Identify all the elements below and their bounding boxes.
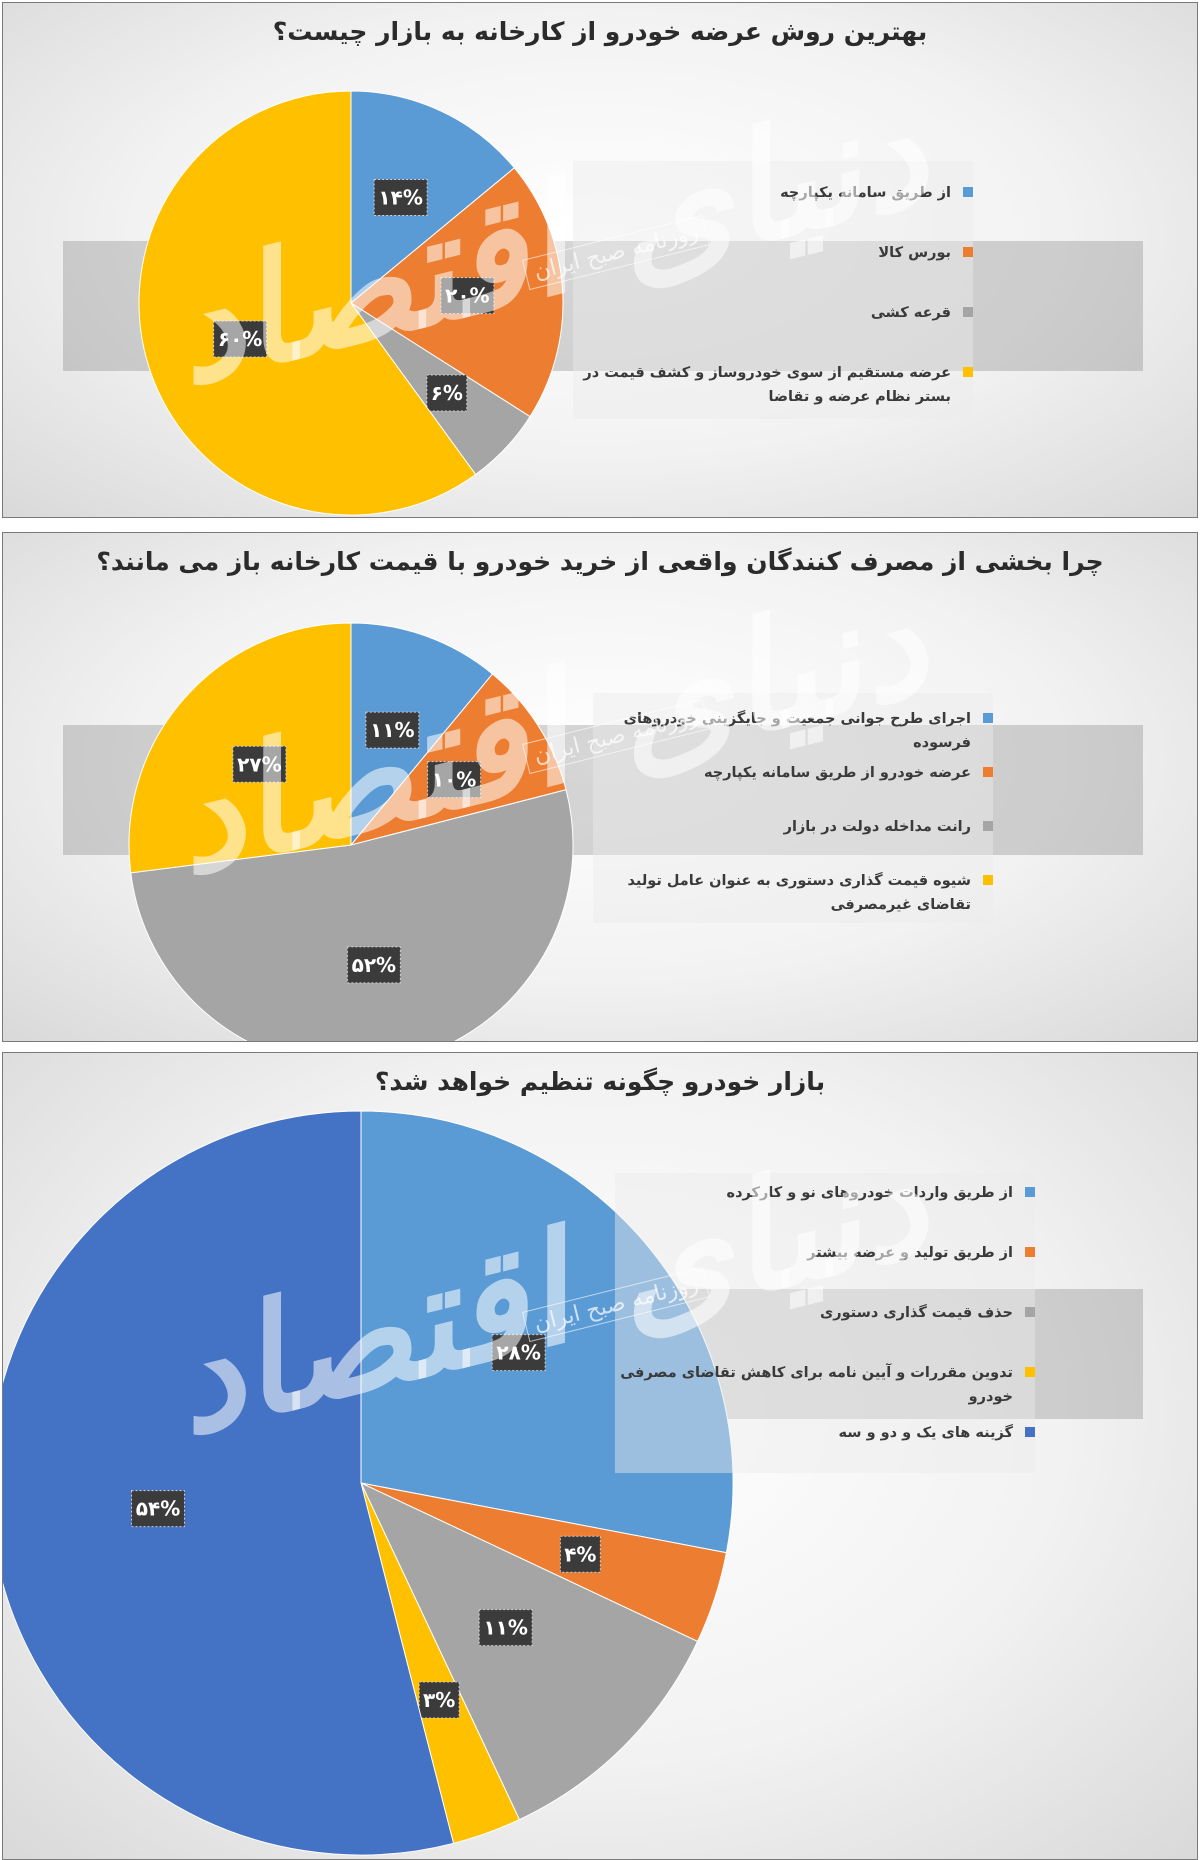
slice-data-label: ۱۰% <box>427 761 482 799</box>
legend-label: عرضه مستقیم از سوی خودروساز و کشف قیمت د… <box>583 365 951 405</box>
slice-data-label: ۵۲% <box>346 946 401 984</box>
chart-title: بازار خودرو چگونه تنظیم خواهد شد؟ <box>374 1067 826 1096</box>
slice-data-label: ۱۱% <box>478 1609 533 1647</box>
svg-text:۴%: ۴% <box>564 1542 596 1566</box>
legend-label: بورس کالا <box>878 245 951 261</box>
svg-text:۶۰%: ۶۰% <box>218 327 262 351</box>
legend-swatch <box>1025 1307 1035 1317</box>
pie-slice <box>350 622 494 847</box>
legend-item: اجرای طرح جوانی جمعیت و جایگزینی خودروها… <box>593 707 993 755</box>
svg-text:۱۰%: ۱۰% <box>432 768 476 792</box>
legend-item: بورس کالا <box>573 241 973 265</box>
svg-text:۲۰%: ۲۰% <box>445 284 489 308</box>
legend-item: از طریق سامانه یکپارچه <box>573 181 973 205</box>
legend-swatch <box>963 367 973 377</box>
slice-data-label: ۱۱% <box>365 711 420 749</box>
legend-label: تدوین مقررات و آیین نامه برای کاهش تقاضا… <box>620 1365 1013 1405</box>
legend-swatch <box>983 875 993 885</box>
slice-data-label: ۲۷% <box>232 745 287 783</box>
legend-item: تدوین مقررات و آیین نامه برای کاهش تقاضا… <box>615 1361 1035 1409</box>
legend-label: حذف قیمت گذاری دستوری <box>819 1305 1013 1321</box>
slice-data-label: ۶% <box>426 374 468 412</box>
slice-data-label: ۲۸% <box>491 1334 546 1372</box>
legend-item: عرضه خودرو از طریق سامانه یکپارچه <box>593 761 993 785</box>
legend-item: از طریق واردات خودروهای نو و کارکرده <box>615 1181 1035 1205</box>
legend-swatch <box>983 767 993 777</box>
legend-item: حذف قیمت گذاری دستوری <box>615 1301 1035 1325</box>
chart-panel-3: بازار خودرو چگونه تنظیم خواهد شد؟ ۲۸% ۴% ۱… <box>2 1052 1198 1860</box>
pie-chart: ۱۴% ۲۰% ۶% ۶۰% <box>138 90 564 516</box>
svg-text:۲۸%: ۲۸% <box>496 1341 540 1365</box>
legend-label: شیوه قیمت گذاری دستوری به عنوان عامل تول… <box>627 873 971 913</box>
legend-swatch <box>963 187 973 197</box>
legend-item: شیوه قیمت گذاری دستوری به عنوان عامل تول… <box>593 869 993 917</box>
chart-legend: از طریق سامانه یکپارچه بورس کالا قرعه کشی ع… <box>573 161 973 419</box>
chart-title: بهترین روش عرضه خودرو از کارخانه به بازا… <box>272 17 928 46</box>
legend-label: از طریق تولید و عرضه بیشتر <box>807 1245 1013 1261</box>
chart-legend: از طریق واردات خودروهای نو و کارکرده از ط… <box>615 1173 1035 1473</box>
slice-data-label: ۲۰% <box>440 277 495 315</box>
slice-data-label: ۵۴% <box>131 1490 186 1528</box>
svg-text:۳%: ۳% <box>423 1688 455 1712</box>
legend-swatch <box>963 247 973 257</box>
chart-legend: اجرای طرح جوانی جمعیت و جایگزینی خودروها… <box>593 693 993 923</box>
legend-swatch <box>1025 1187 1035 1197</box>
svg-text:۶%: ۶% <box>431 381 463 405</box>
legend-label: رانت مداخله دولت در بازار <box>783 819 971 835</box>
pie-slice <box>359 1481 699 1821</box>
legend-item: گزینه های یک و دو و سه <box>615 1421 1035 1445</box>
pie-slice <box>360 1110 734 1554</box>
legend-label: عرضه خودرو از طریق سامانه یکپارچه <box>703 765 971 781</box>
pie-slice <box>138 90 477 516</box>
svg-text:۱۴%: ۱۴% <box>378 185 422 209</box>
slice-data-label: ۳% <box>418 1681 460 1719</box>
slice-data-label: ۶۰% <box>213 320 268 358</box>
pie-chart: ۲۸% ۴% ۱۱% ۳% ۵۴% <box>3 1110 734 1856</box>
chart-panel-1: بهترین روش عرضه خودرو از کارخانه به بازا… <box>2 2 1198 518</box>
legend-item: قرعه کشی <box>573 301 973 325</box>
legend-swatch <box>963 307 973 317</box>
legend-label: اجرای طرح جوانی جمعیت و جایگزینی خودروها… <box>623 711 971 751</box>
pie-slice <box>3 1110 455 1856</box>
pie-slice <box>350 90 516 305</box>
svg-text:۲۷%: ۲۷% <box>237 752 281 776</box>
legend-label: گزینه های یک و دو و سه <box>838 1425 1013 1441</box>
svg-text:۱۱%: ۱۱% <box>370 718 414 742</box>
chart-title: چرا بخشی از مصرف کنندگان واقعی از خرید خ… <box>96 547 1104 576</box>
slice-data-label: ۱۴% <box>373 178 428 216</box>
legend-swatch <box>1025 1427 1035 1437</box>
svg-text:۵۴%: ۵۴% <box>136 1497 180 1521</box>
legend-item: رانت مداخله دولت در بازار <box>593 815 993 839</box>
legend-swatch <box>1025 1367 1035 1377</box>
legend-label: قرعه کشی <box>870 305 951 321</box>
legend-item: از طریق تولید و عرضه بیشتر <box>615 1241 1035 1265</box>
chart-panel-2: چرا بخشی از مصرف کنندگان واقعی از خرید خ… <box>2 532 1198 1042</box>
legend-swatch <box>983 713 993 723</box>
svg-text:۵۲%: ۵۲% <box>352 953 396 977</box>
legend-swatch <box>983 821 993 831</box>
legend-label: از طریق سامانه یکپارچه <box>780 185 951 201</box>
legend-swatch <box>1025 1247 1035 1257</box>
pie-slice <box>130 789 574 1041</box>
slice-data-label: ۴% <box>559 1535 601 1573</box>
svg-text:۱۱%: ۱۱% <box>483 1616 527 1640</box>
legend-item: عرضه مستقیم از سوی خودروساز و کشف قیمت د… <box>573 361 973 409</box>
legend-label: از طریق واردات خودروهای نو و کارکرده <box>726 1185 1013 1201</box>
pie-slice <box>349 673 567 846</box>
pie-chart: ۱۱% ۱۰% ۵۲% ۲۷% <box>128 622 574 1041</box>
